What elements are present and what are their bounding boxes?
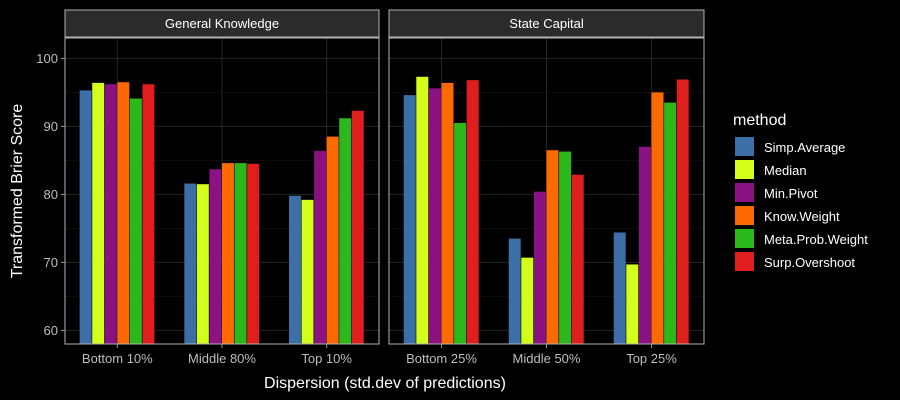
panel-border [388, 37, 705, 345]
legend-title: method [733, 112, 786, 129]
legend-swatch-simp-average [735, 137, 754, 156]
bar-surp-overshoot-bottom-10 [142, 84, 155, 345]
bar-meta-prob-weight-middle-50 [559, 151, 572, 344]
y-axis-title: Transformed Brier Score [9, 104, 26, 279]
x-tick-label: Middle 50% [513, 351, 581, 366]
bar-median-middle-80 [196, 184, 209, 344]
legend-item-min-pivot: Min.Pivot [735, 183, 818, 202]
bar-min-pivot-bottom-25 [428, 88, 441, 344]
x-axis-title: Dispersion (std.dev of predictions) [264, 375, 506, 392]
facet-strip-label: General Knowledge [165, 16, 279, 31]
y-tick-label: 90 [44, 119, 58, 134]
bar-min-pivot-top-10 [314, 150, 327, 344]
x-tick-label: Middle 80% [188, 351, 256, 366]
bar-know-weight-top-25 [651, 92, 664, 345]
bar-simp-average-middle-50 [508, 238, 521, 344]
bar-simp-average-bottom-25 [403, 95, 416, 345]
y-tick-label: 80 [44, 187, 58, 202]
bar-surp-overshoot-top-25 [676, 79, 689, 344]
bar-meta-prob-weight-bottom-10 [129, 98, 142, 345]
bar-simp-average-top-25 [613, 232, 626, 344]
bar-min-pivot-top-25 [638, 146, 651, 344]
bar-median-bottom-10 [92, 82, 105, 344]
legend-label-min-pivot: Min.Pivot [764, 186, 818, 201]
facet-strip [388, 9, 705, 38]
y-tick-label: 100 [36, 51, 58, 66]
y-tick-label: 60 [44, 323, 58, 338]
legend-swatch-surp-overshoot [735, 252, 754, 271]
legend: method Simp.Average Median Min.Pivot Know.W… [733, 112, 868, 271]
bar-know-weight-middle-50 [546, 150, 559, 344]
bar-median-top-25 [626, 264, 639, 344]
legend-item-median: Median [735, 160, 807, 179]
facet-strip [64, 9, 380, 38]
legend-swatch-know-weight [735, 206, 754, 225]
bar-meta-prob-weight-middle-80 [234, 163, 247, 344]
bar-surp-overshoot-middle-80 [247, 163, 260, 344]
panel-state-capital: State Capital Bottom 25% Middle 50% Top 25% [388, 9, 705, 366]
bar-know-weight-top-10 [326, 136, 339, 344]
bar-min-pivot-middle-80 [209, 169, 222, 344]
x-tick-label: Top 10% [301, 351, 352, 366]
legend-label-simp-average: Simp.Average [764, 140, 845, 155]
bar-meta-prob-weight-top-25 [664, 102, 677, 344]
legend-item-surp-overshoot: Surp.Overshoot [735, 252, 855, 271]
bar-median-bottom-25 [416, 76, 429, 344]
x-tick-label: Bottom 10% [82, 351, 153, 366]
bar-surp-overshoot-bottom-25 [466, 80, 479, 344]
bar-simp-average-top-10 [288, 195, 301, 344]
x-tick-label: Top 25% [626, 351, 677, 366]
x-tick-label: Bottom 25% [406, 351, 477, 366]
bar-meta-prob-weight-top-10 [339, 118, 352, 345]
legend-swatch-median [735, 160, 754, 179]
bar-surp-overshoot-middle-50 [571, 174, 584, 344]
legend-swatch-min-pivot [735, 183, 754, 202]
legend-item-simp-average: Simp.Average [735, 137, 845, 156]
y-tick-label: 70 [44, 255, 58, 270]
bar-median-top-10 [301, 199, 314, 344]
legend-swatch-meta-prob-weight [735, 229, 754, 248]
legend-label-median: Median [764, 163, 807, 178]
legend-label-know-weight: Know.Weight [764, 209, 840, 224]
bar-simp-average-bottom-10 [79, 90, 92, 344]
bar-meta-prob-weight-bottom-25 [454, 123, 467, 344]
bar-know-weight-bottom-25 [441, 82, 454, 344]
legend-item-know-weight: Know.Weight [735, 206, 840, 225]
bar-min-pivot-middle-50 [533, 191, 546, 344]
bar-know-weight-middle-80 [222, 163, 234, 344]
bar-min-pivot-bottom-10 [104, 84, 117, 345]
legend-label-surp-overshoot: Surp.Overshoot [764, 255, 855, 270]
bar-median-middle-50 [521, 257, 534, 344]
facet-strip-label: State Capital [509, 16, 584, 31]
legend-item-meta-prob-weight: Meta.Prob.Weight [735, 229, 868, 248]
legend-label-meta-prob-weight: Meta.Prob.Weight [764, 232, 868, 247]
panel-general-knowledge: General Knowledge Bottom 10% Middle 80% Top… [36, 9, 380, 366]
bar-simp-average-middle-80 [184, 183, 197, 344]
bar-know-weight-bottom-10 [117, 82, 130, 344]
panels: General Knowledge Bottom 10% Middle 80% Top… [36, 9, 705, 366]
panel-border [64, 37, 380, 345]
bar-surp-overshoot-top-10 [351, 110, 364, 344]
